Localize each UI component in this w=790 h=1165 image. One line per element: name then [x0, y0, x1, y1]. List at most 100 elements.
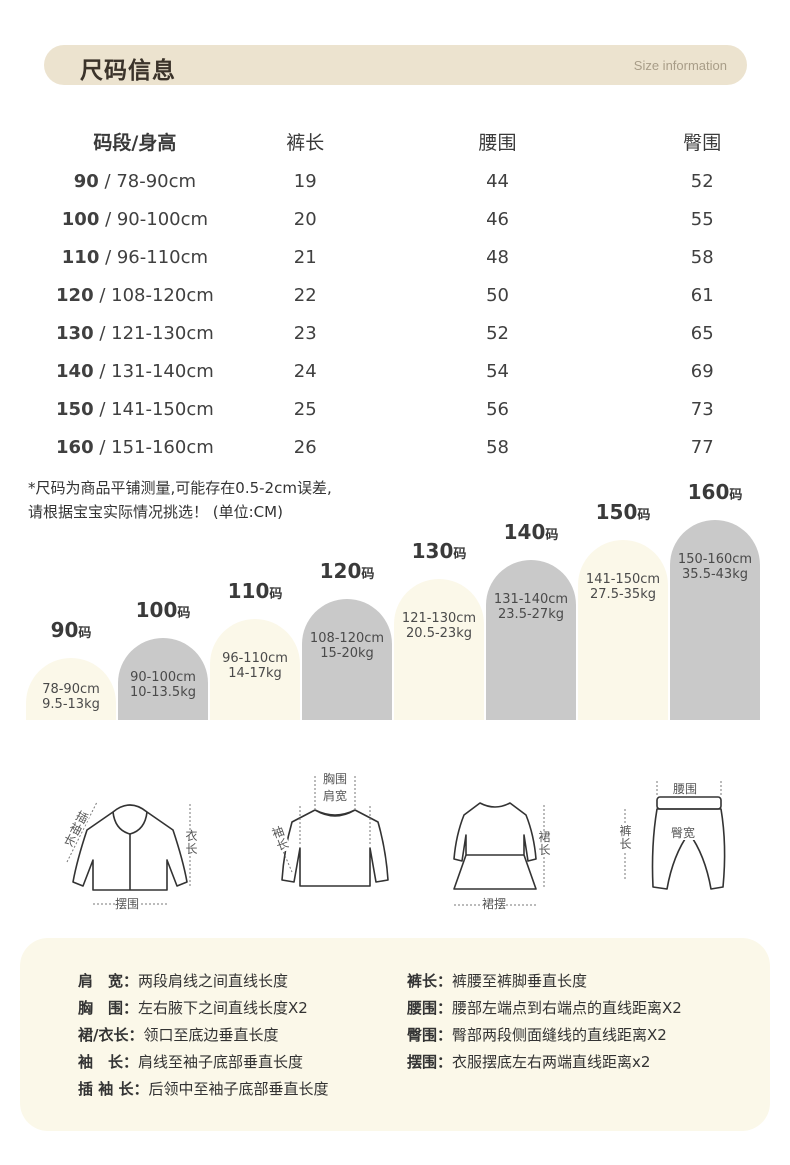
arch-size-number: 110: [227, 578, 270, 603]
waist-cell: 58: [486, 436, 509, 458]
section-subtitle: Size information: [633, 58, 727, 73]
table-row: 160 / 151-160cm 26 58 77: [20, 428, 770, 466]
size-table: 码段/身高 裤长 腰围 臀围 90 / 78-90cm 19 44 52 100 / 9…: [20, 120, 770, 466]
height-range: / 108-120cm: [93, 284, 214, 306]
size-arch: 96-110cm 14-17kg: [210, 618, 300, 720]
definition-row: 摆围：衣服摆底左右两端直线距离x2: [407, 1049, 682, 1076]
size-arch: 141-150cm 27.5-35kg: [578, 539, 668, 720]
arch-weight-range: 10-13.5kg: [130, 685, 196, 701]
section-header: 尺码信息 Size information: [44, 45, 747, 85]
definition-text: 衣服摆底左右两端直线距离x2: [452, 1053, 651, 1071]
table-header-row: 码段/身高 裤长 腰围 臀围: [20, 120, 770, 162]
height-range: / 131-140cm: [93, 360, 214, 382]
jacket-diagram: 插袖长 衣长 摆围: [55, 790, 205, 915]
arch-info: 121-130cm 20.5-23kg: [394, 611, 484, 641]
arch-weight-range: 23.5-27kg: [498, 606, 564, 622]
waist-cell: 50: [486, 284, 509, 306]
size-number: 90: [73, 170, 99, 192]
sweater-icon: [273, 776, 389, 887]
note-line-1: *尺码为商品平铺测量,可能存在0.5-2cm误差,: [28, 479, 332, 497]
definition-row: 插 袖 长：后领中至袖子底部垂直长度: [78, 1076, 328, 1103]
table-row: 90 / 78-90cm 19 44 52: [20, 162, 770, 200]
hip-cell: 73: [690, 398, 714, 420]
pants-waist-label: 腰围: [673, 782, 698, 796]
definition-term: 裙/衣长：: [78, 1026, 144, 1044]
arch-weight-range: 20.5-23kg: [406, 626, 472, 642]
definition-row: 臀围：臀部两段侧面缝线的直线距离X2: [407, 1022, 682, 1049]
definition-text: 左右腋下之间直线长度X2: [138, 999, 308, 1017]
definition-term: 插 袖 长：: [78, 1080, 149, 1098]
definition-term: 裤长：: [407, 972, 453, 990]
definition-text: 领口至底边垂直长度: [143, 1026, 279, 1044]
size-number: 100: [61, 208, 100, 230]
arch-size-label: 130码: [394, 539, 484, 563]
pants-length-cell: 20: [293, 208, 317, 230]
height-range: / 96-110cm: [99, 246, 209, 268]
arch-weight-range: 9.5-13kg: [42, 697, 100, 712]
arch-height-range: 121-130cm: [401, 611, 477, 627]
hip-cell: 61: [690, 284, 714, 306]
table-row: 150 / 141-150cm 25 56 73: [20, 390, 770, 428]
pants-length-label: 裤长: [619, 824, 632, 851]
arch-height-range: 131-140cm: [493, 591, 569, 607]
definition-row: 裤长：裤腰至裤脚垂直长度: [407, 968, 682, 995]
hip-cell: 65: [690, 322, 714, 344]
definition-term: 腰围：: [407, 999, 453, 1017]
hip-cell: 77: [690, 436, 714, 458]
size-number: 130: [56, 322, 94, 344]
arch-weight-range: 27.5-35kg: [590, 586, 656, 602]
height-range: / 121-130cm: [93, 322, 214, 344]
arch-info: 90-100cm 10-13.5kg: [118, 670, 208, 700]
arch-weight-range: 15-20kg: [320, 645, 374, 661]
height-range: / 141-150cm: [93, 398, 214, 420]
height-range: / 78-90cm: [98, 170, 197, 192]
size-cell: 120 / 108-120cm: [20, 276, 250, 314]
size-arch: 90-100cm 10-13.5kg: [118, 638, 208, 720]
waist-cell: 48: [486, 246, 509, 268]
size-cell: 130 / 121-130cm: [20, 314, 250, 352]
arch-info: 150-160cm 35.5-43kg: [670, 552, 760, 582]
arch-size-number: 90: [50, 618, 79, 642]
size-arch: 108-120cm 15-20kg: [302, 598, 392, 720]
size-cell: 150 / 141-150cm: [20, 390, 250, 428]
size-number: 150: [56, 398, 94, 420]
pants-length-cell: 22: [293, 284, 317, 306]
arch-size-label: 150码: [578, 500, 668, 524]
arch-size-label: 90码: [26, 618, 116, 642]
pants-length-cell: 26: [293, 436, 317, 458]
arch-size-unit: 码: [545, 527, 559, 543]
definition-row: 裙/衣长：领口至底边垂直长度: [78, 1022, 328, 1049]
sweater-diagram: 胸围 肩宽 袖长: [269, 770, 400, 900]
pants-diagram: 腰围 臀宽 裤长: [615, 775, 735, 895]
column-header-size: 码段/身高: [93, 131, 177, 154]
arch-size-number: 100: [135, 598, 178, 623]
arch-height-range: 108-120cm: [309, 630, 385, 646]
definition-text: 腰部左端点到右端点的直线距离X2: [452, 999, 682, 1017]
size-cell: 100 / 90-100cm: [20, 200, 250, 238]
definition-term: 胸 围：: [78, 999, 139, 1017]
definition-text: 后领中至袖子底部垂直长度: [148, 1080, 329, 1098]
pants-length-cell: 23: [293, 322, 317, 344]
size-number: 120: [56, 284, 94, 306]
arch-size-unit: 码: [361, 566, 375, 582]
waist-cell: 54: [486, 360, 509, 382]
arch-size-label: 140码: [486, 520, 576, 544]
size-cell: 110 / 96-110cm: [20, 238, 250, 276]
size-cell: 140 / 131-140cm: [20, 352, 250, 390]
size-number: 160: [56, 436, 94, 458]
sweater-chest-label: 胸围: [323, 772, 348, 786]
arch-info: 141-150cm 27.5-35kg: [578, 572, 668, 602]
size-number: 110: [61, 246, 100, 268]
table-row: 120 / 108-120cm 22 50 61: [20, 276, 770, 314]
arch-size-number: 160: [687, 480, 730, 505]
pants-length-cell: 19: [293, 170, 317, 192]
arch-height-range: 90-100cm: [130, 670, 196, 686]
sweater-shoulder-label: 肩宽: [323, 789, 348, 803]
definition-row: 肩 宽：两段肩线之间直线长度: [78, 968, 328, 995]
arch-size-label: 100码: [118, 598, 208, 622]
size-arch-chart: 78-90cm 9.5-13kg 90码 90-100cm 10-13.5kg 100码 9…: [0, 470, 790, 720]
arch-info: 108-120cm 15-20kg: [302, 631, 392, 661]
hip-cell: 58: [690, 246, 714, 268]
definitions-left-column: 肩 宽：两段肩线之间直线长度胸 围：左右腋下之间直线长度X2 裙/衣长：领口至底边…: [78, 968, 328, 1103]
pants-length-cell: 25: [293, 398, 317, 420]
